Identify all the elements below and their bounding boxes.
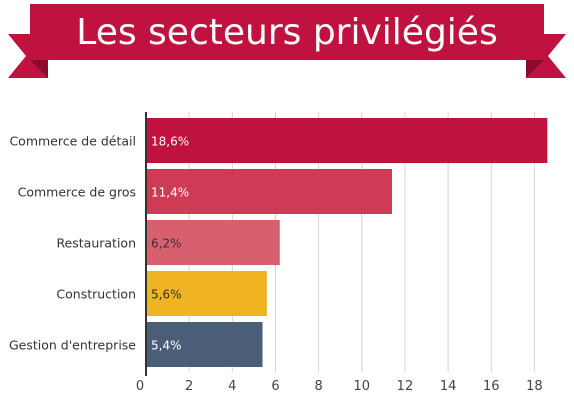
x-tick-label: 16 <box>483 379 500 394</box>
x-tick-label: 4 <box>228 379 236 394</box>
bar-value-label: 11,4% <box>151 186 189 200</box>
chart-title: Les secteurs privilégiés <box>76 12 497 53</box>
bar <box>146 220 280 265</box>
x-tick-label: 12 <box>397 379 414 394</box>
category-label: Commerce de détail <box>9 134 136 149</box>
category-label: Gestion d'entreprise <box>9 338 136 353</box>
bar-value-label: 5,4% <box>151 339 182 353</box>
x-tick-label: 10 <box>354 379 371 394</box>
bar-value-label: 6,2% <box>151 237 182 251</box>
bar <box>146 271 267 316</box>
bar-value-label: 18,6% <box>151 135 189 149</box>
x-tick-label: 8 <box>314 379 322 394</box>
bar-chart: 18,6% 11,4% 6,2% 5,6% 5,4% Commerce de détai… <box>9 112 548 394</box>
x-axis-ticks: 0 2 4 6 8 10 12 14 16 18 <box>136 379 543 394</box>
x-tick-label: 6 <box>271 379 279 394</box>
category-label: Restauration <box>56 236 136 251</box>
category-labels: Commerce de détail Commerce de gros Restau… <box>9 134 136 353</box>
bar <box>146 118 548 163</box>
title-banner: Les secteurs privilégiés <box>8 4 566 78</box>
x-tick-label: 2 <box>185 379 193 394</box>
bar-value-label: 5,6% <box>151 288 182 302</box>
bars: 18,6% 11,4% 6,2% 5,6% 5,4% <box>146 118 548 367</box>
category-label: Commerce de gros <box>18 185 136 200</box>
banner-left-fold <box>30 60 48 78</box>
x-tick-label: 0 <box>136 379 144 394</box>
bar <box>146 322 263 367</box>
category-label: Construction <box>56 287 136 302</box>
bar <box>146 169 392 214</box>
x-tick-label: 18 <box>526 379 543 394</box>
banner-main <box>30 4 544 60</box>
banner-right-fold <box>526 60 544 78</box>
x-tick-label: 14 <box>440 379 457 394</box>
